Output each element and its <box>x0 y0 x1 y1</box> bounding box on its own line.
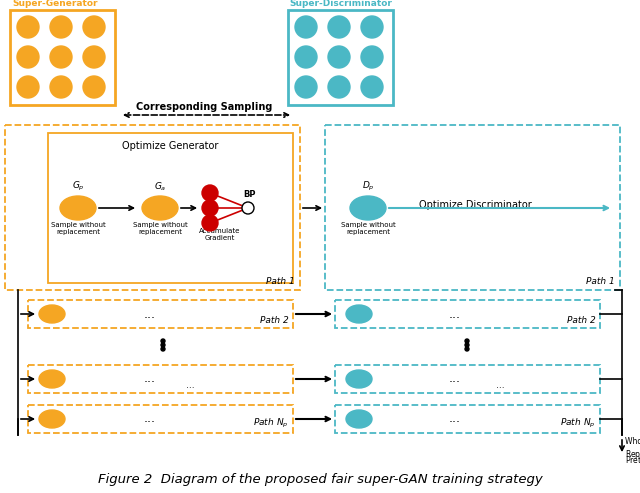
Text: Sample without
replacement: Sample without replacement <box>51 222 106 235</box>
Text: ...: ... <box>449 373 461 386</box>
Circle shape <box>465 347 469 351</box>
Bar <box>28 365 293 393</box>
Circle shape <box>202 185 218 201</box>
Ellipse shape <box>350 196 386 220</box>
Text: Accumulate
Gradient: Accumulate Gradient <box>199 228 241 241</box>
Text: ...: ... <box>144 413 156 425</box>
Circle shape <box>17 76 39 98</box>
Ellipse shape <box>346 370 372 388</box>
Text: $G_p$: $G_p$ <box>72 180 84 193</box>
Circle shape <box>295 46 317 68</box>
Text: ...: ... <box>449 308 461 320</box>
Text: Path 1: Path 1 <box>266 277 295 286</box>
Bar <box>28 405 293 433</box>
Ellipse shape <box>39 370 65 388</box>
Text: ...: ... <box>449 413 461 425</box>
Text: $D_p$: $D_p$ <box>362 180 374 193</box>
Bar <box>325 125 620 290</box>
Text: Figure 2  Diagram of the proposed fair super-GAN training strategy: Figure 2 Diagram of the proposed fair su… <box>98 473 542 487</box>
Text: ...: ... <box>144 308 156 320</box>
Bar <box>335 300 600 328</box>
Bar <box>335 365 600 393</box>
Circle shape <box>328 76 350 98</box>
Circle shape <box>161 347 165 351</box>
Circle shape <box>328 46 350 68</box>
Text: ...: ... <box>186 381 195 390</box>
Circle shape <box>202 215 218 231</box>
Text: Path $N_p$: Path $N_p$ <box>561 417 596 430</box>
Ellipse shape <box>60 196 96 220</box>
Circle shape <box>361 16 383 38</box>
Text: ...: ... <box>496 381 504 390</box>
Text: Path $N_p$: Path $N_p$ <box>253 417 289 430</box>
Circle shape <box>328 16 350 38</box>
Circle shape <box>50 76 72 98</box>
Text: Whole Process
Repeat $T_1$ epochs: Whole Process Repeat $T_1$ epochs <box>625 437 640 461</box>
Circle shape <box>17 46 39 68</box>
Text: Optimize Generator: Optimize Generator <box>122 141 219 151</box>
Ellipse shape <box>346 305 372 323</box>
Circle shape <box>242 202 254 214</box>
Circle shape <box>17 16 39 38</box>
Text: Path 2: Path 2 <box>260 316 289 325</box>
Text: Sample without
replacement: Sample without replacement <box>340 222 396 235</box>
Circle shape <box>295 16 317 38</box>
Circle shape <box>361 46 383 68</box>
Bar <box>5 125 300 290</box>
Text: Path 2: Path 2 <box>567 316 596 325</box>
Circle shape <box>50 16 72 38</box>
Text: Optimize Discriminator: Optimize Discriminator <box>419 200 531 210</box>
Ellipse shape <box>39 305 65 323</box>
Circle shape <box>361 76 383 98</box>
Text: Path 1: Path 1 <box>586 277 615 286</box>
Circle shape <box>295 76 317 98</box>
Circle shape <box>83 16 105 38</box>
Text: Corresponding Sampling: Corresponding Sampling <box>136 102 272 112</box>
Text: Pretrained Generator  $G_{pre}$: Pretrained Generator $G_{pre}$ <box>625 455 640 468</box>
Circle shape <box>161 343 165 347</box>
Text: $G_a$: $G_a$ <box>154 180 166 193</box>
Text: Sample without
replacement: Sample without replacement <box>132 222 188 235</box>
Text: ...: ... <box>144 373 156 386</box>
Bar <box>335 405 600 433</box>
Circle shape <box>161 339 165 343</box>
Circle shape <box>202 200 218 216</box>
Text: Super-Generator: Super-Generator <box>12 0 97 8</box>
Text: BP: BP <box>244 190 256 199</box>
Circle shape <box>465 339 469 343</box>
Bar <box>48 133 293 283</box>
Ellipse shape <box>39 410 65 428</box>
Text: Super-Discriminator: Super-Discriminator <box>289 0 392 8</box>
Bar <box>28 300 293 328</box>
Bar <box>10 10 115 105</box>
Circle shape <box>50 46 72 68</box>
Ellipse shape <box>346 410 372 428</box>
Circle shape <box>83 46 105 68</box>
Bar <box>288 10 393 105</box>
Circle shape <box>465 343 469 347</box>
Circle shape <box>83 76 105 98</box>
Ellipse shape <box>142 196 178 220</box>
